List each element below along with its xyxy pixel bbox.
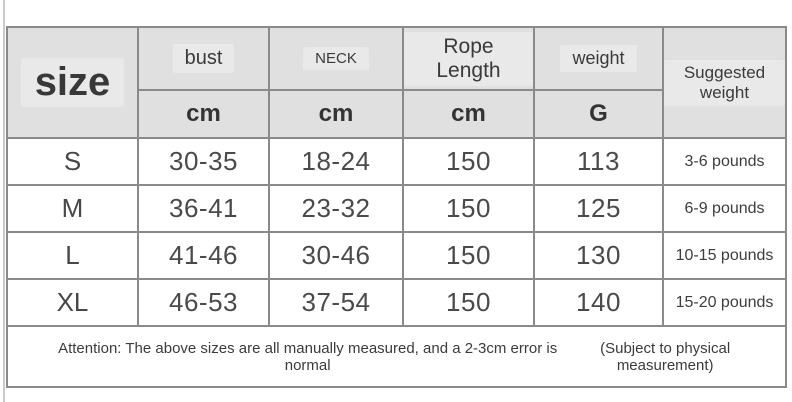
- cell-rope-length: 150: [402, 184, 535, 233]
- cell-suggested-weight: 6-9 pounds: [662, 184, 787, 233]
- table-row-s: S 30-35 18-24 150 113 3-6 pounds: [6, 137, 787, 186]
- table-row-xl: XL 46-53 37-54 150 140 15-20 pounds: [6, 278, 787, 327]
- cell-rope-length: 150: [402, 137, 535, 186]
- header-neck-label: NECK: [303, 47, 369, 70]
- cell-rope-length: 150: [402, 231, 535, 280]
- header-bust-label: bust: [172, 44, 235, 73]
- cell-suggested-weight: 10-15 pounds: [662, 231, 787, 280]
- header-row-units: cm cm cm G: [7, 89, 786, 139]
- cell-weight: 140: [533, 278, 664, 327]
- footer-cell: Attention: The above sizes are all manua…: [6, 325, 787, 388]
- cell-bust: 30-35: [137, 137, 270, 186]
- attention-note: Attention: The above sizes are all manua…: [58, 339, 558, 374]
- cell-neck: 37-54: [268, 278, 404, 327]
- header-weight-label: weight: [560, 45, 637, 72]
- unit-weight-g: G: [533, 89, 664, 139]
- unit-rope-length-cm: cm: [402, 89, 535, 139]
- header-suggested-weight-label: Suggested weight: [664, 59, 785, 106]
- unit-bust-cm: cm: [137, 89, 270, 139]
- cell-rope-length: 150: [402, 278, 535, 327]
- cell-neck: 30-46: [268, 231, 404, 280]
- header-rope-length: Rope Length: [402, 26, 535, 91]
- header-size-label: size: [20, 58, 125, 107]
- cell-weight: 130: [533, 231, 664, 280]
- left-edge-artifact-line: [3, 0, 5, 402]
- footer-row: Attention: The above sizes are all manua…: [6, 325, 787, 388]
- table-row-l: L 41-46 30-46 150 130 10-15 pounds: [6, 231, 787, 280]
- table-row-m: M 36-41 23-32 150 125 6-9 pounds: [6, 184, 787, 233]
- size-chart-table: size bust NECK Rope Length weight Sugges…: [6, 26, 787, 388]
- cell-suggested-weight: 15-20 pounds: [662, 278, 787, 327]
- header-size: size: [6, 26, 139, 139]
- cell-neck: 23-32: [268, 184, 404, 233]
- cell-bust: 36-41: [137, 184, 270, 233]
- cell-size: M: [6, 184, 139, 233]
- header-neck: NECK: [268, 26, 404, 91]
- cell-suggested-weight: 3-6 pounds: [662, 137, 787, 186]
- cell-size: S: [6, 137, 139, 186]
- cell-size: L: [6, 231, 139, 280]
- header-row-labels: size bust NECK Rope Length weight Sugges…: [6, 26, 787, 139]
- header-suggested-weight: Suggested weight: [662, 26, 787, 139]
- header-weight: weight: [533, 26, 664, 91]
- cell-weight: 125: [533, 184, 664, 233]
- measurement-note: (Subject to physical measurement): [600, 339, 731, 374]
- cell-neck: 18-24: [268, 137, 404, 186]
- header-rope-length-label: Rope Length: [404, 31, 533, 86]
- cell-weight: 113: [533, 137, 664, 186]
- cell-size: XL: [6, 278, 139, 327]
- cell-bust: 41-46: [137, 231, 270, 280]
- unit-neck-cm: cm: [268, 89, 404, 139]
- header-bust: bust: [137, 26, 270, 91]
- cell-bust: 46-53: [137, 278, 270, 327]
